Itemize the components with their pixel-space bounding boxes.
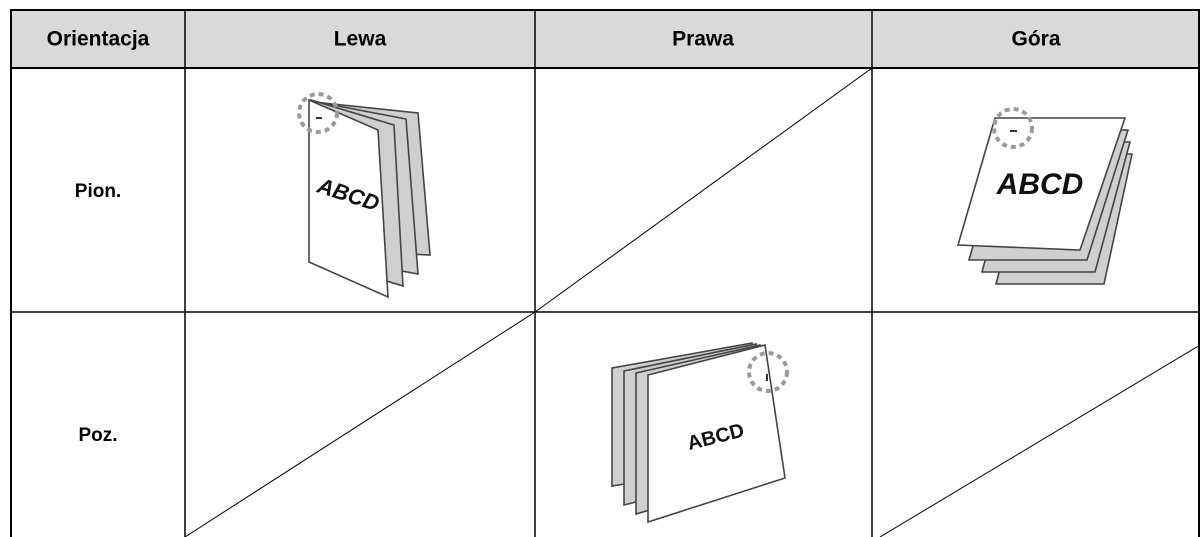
unavailable-diagonals [184,67,1200,537]
header-cell: Prawa [672,28,734,51]
table-grid [10,9,1200,537]
booklet-portrait-top: ABCD [956,107,1133,285]
header-cell: Lewa [334,28,387,51]
booklet-landscape-right: ABCD [611,342,789,524]
illustration-label: ABCD [996,168,1084,201]
header-cell: Góra [1011,28,1060,51]
header-cell: Orientacja [47,28,150,51]
row-label: Poz. [78,425,117,446]
row-label: Pion. [75,181,121,202]
header-background [10,10,1200,68]
booklet-portrait-left: ABCD [297,92,431,299]
